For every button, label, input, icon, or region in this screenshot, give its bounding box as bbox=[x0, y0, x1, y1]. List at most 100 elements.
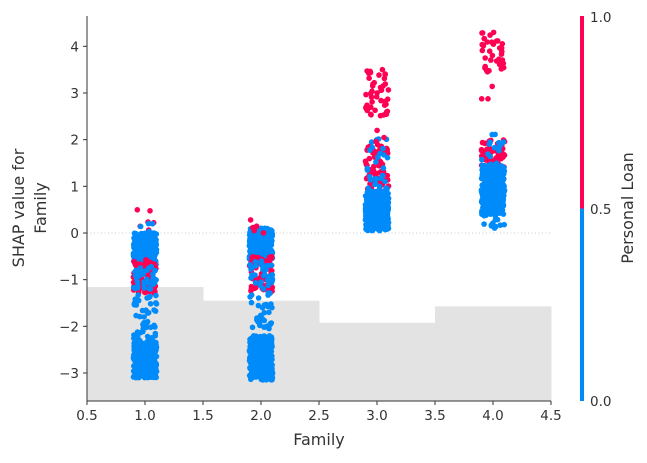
x-tick-label: 4.0 bbox=[482, 408, 503, 424]
data-point bbox=[486, 191, 493, 198]
data-point bbox=[383, 196, 390, 202]
data-point bbox=[253, 317, 260, 323]
data-point bbox=[384, 154, 391, 161]
data-point bbox=[253, 223, 260, 229]
data-point bbox=[485, 183, 491, 189]
data-point bbox=[249, 335, 256, 341]
data-point bbox=[493, 160, 500, 166]
x-axis-label: Family bbox=[293, 430, 344, 449]
data-point bbox=[135, 270, 142, 277]
data-point bbox=[385, 87, 392, 93]
data-point bbox=[267, 344, 274, 350]
data-point bbox=[494, 164, 500, 171]
data-point bbox=[481, 140, 488, 147]
data-point bbox=[485, 96, 491, 102]
data-point bbox=[266, 337, 273, 344]
data-point bbox=[252, 259, 259, 265]
y-tick-label: 2 bbox=[70, 133, 79, 149]
data-point bbox=[137, 338, 143, 345]
data-point bbox=[377, 219, 383, 225]
data-point bbox=[363, 91, 369, 98]
y-tick-label: 1 bbox=[70, 179, 79, 195]
data-point bbox=[149, 345, 155, 351]
data-point bbox=[384, 108, 391, 115]
data-point bbox=[486, 168, 492, 174]
data-point bbox=[369, 83, 376, 89]
data-point bbox=[141, 314, 147, 320]
data-point bbox=[374, 90, 380, 96]
data-point bbox=[491, 225, 498, 231]
colorbar-tick-mid: 0.5 bbox=[590, 202, 611, 218]
data-point bbox=[498, 163, 505, 170]
data-point bbox=[257, 348, 263, 355]
data-point bbox=[479, 162, 486, 169]
data-point bbox=[247, 294, 253, 300]
data-point bbox=[362, 206, 369, 213]
data-point bbox=[379, 66, 386, 73]
data-point bbox=[381, 134, 387, 141]
data-point bbox=[260, 230, 267, 236]
data-point bbox=[135, 292, 141, 298]
x-tick-label: 4.5 bbox=[540, 408, 561, 424]
x-tick-label: 2.0 bbox=[250, 408, 271, 424]
data-point bbox=[268, 352, 275, 359]
data-point bbox=[266, 254, 273, 261]
x-tick-label: 1.5 bbox=[192, 408, 213, 424]
data-point bbox=[498, 45, 505, 51]
colorbar-label: Personal Loan bbox=[618, 152, 637, 263]
data-point bbox=[260, 266, 266, 273]
data-point bbox=[143, 324, 150, 331]
data-point bbox=[375, 154, 381, 160]
data-point bbox=[151, 322, 157, 329]
y-tick-label: −2 bbox=[59, 319, 79, 335]
data-point bbox=[368, 112, 374, 118]
data-point bbox=[252, 342, 258, 349]
data-point bbox=[489, 131, 496, 138]
data-point bbox=[247, 217, 254, 223]
histogram-bar bbox=[435, 306, 552, 401]
data-point bbox=[364, 107, 371, 114]
data-point bbox=[133, 342, 139, 348]
data-point bbox=[366, 197, 373, 203]
colorbar-tick-high: 1.0 bbox=[590, 10, 611, 26]
data-point bbox=[134, 329, 141, 335]
data-point bbox=[145, 220, 152, 227]
x-tick-label: 0.5 bbox=[76, 408, 97, 424]
data-point bbox=[262, 324, 268, 331]
data-point bbox=[482, 201, 489, 207]
data-point bbox=[152, 333, 158, 339]
data-point bbox=[260, 273, 267, 279]
data-point bbox=[143, 307, 149, 314]
data-point bbox=[489, 39, 495, 45]
data-point bbox=[482, 55, 489, 61]
histogram-bar bbox=[319, 322, 436, 401]
data-point bbox=[148, 374, 154, 381]
data-point bbox=[248, 265, 255, 272]
data-point bbox=[133, 230, 139, 237]
data-point bbox=[257, 341, 264, 347]
data-point bbox=[261, 302, 268, 308]
data-point bbox=[143, 360, 149, 367]
data-point bbox=[483, 212, 490, 218]
data-point bbox=[269, 275, 275, 281]
data-point bbox=[489, 83, 496, 90]
data-point bbox=[364, 167, 371, 173]
data-point bbox=[147, 293, 153, 300]
data-point bbox=[372, 107, 378, 114]
data-point bbox=[367, 68, 373, 75]
data-point bbox=[501, 152, 508, 158]
colorbar-high bbox=[580, 16, 584, 209]
data-point bbox=[366, 173, 373, 180]
data-point bbox=[133, 369, 140, 376]
data-point bbox=[144, 320, 150, 326]
data-point bbox=[267, 367, 274, 373]
data-point bbox=[146, 228, 152, 235]
data-point bbox=[486, 141, 493, 147]
data-point bbox=[381, 190, 387, 196]
data-point bbox=[362, 193, 369, 199]
data-point bbox=[266, 333, 273, 339]
data-point bbox=[252, 280, 259, 286]
data-point bbox=[487, 32, 493, 38]
data-point bbox=[499, 201, 505, 208]
